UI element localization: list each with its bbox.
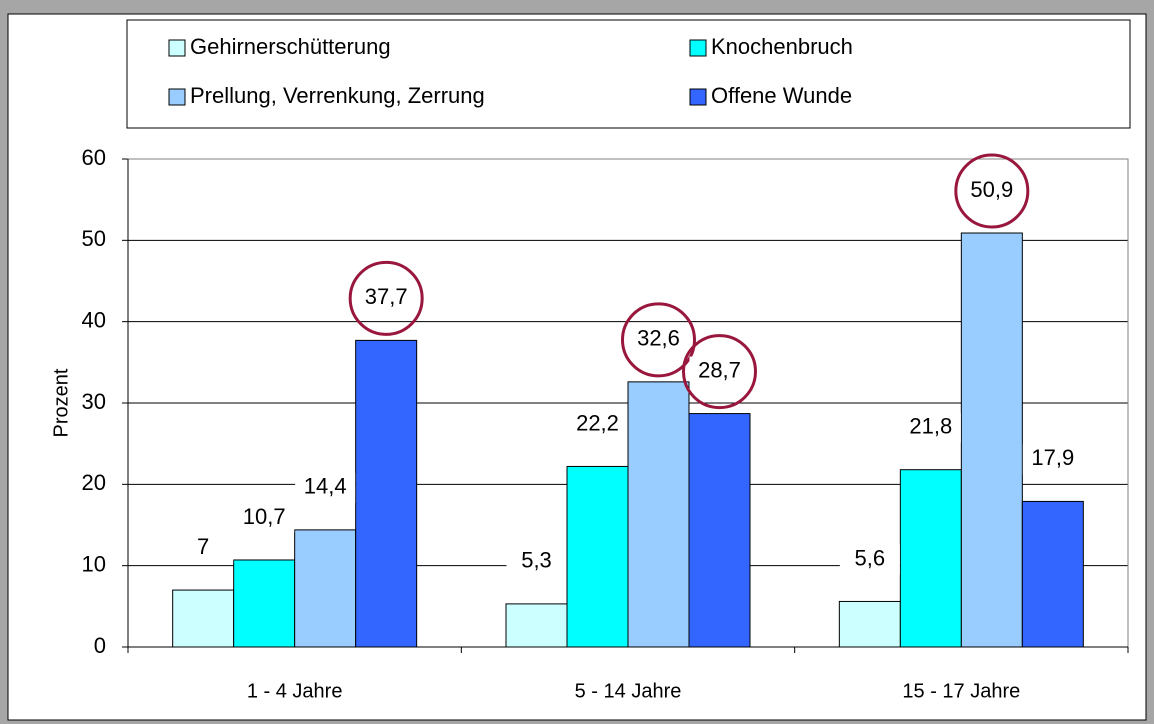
y-tick-label: 40 — [82, 307, 106, 332]
y-tick-label: 20 — [82, 470, 106, 495]
legend-swatch — [168, 88, 186, 106]
legend-swatch — [689, 39, 707, 57]
legend-label: Knochenbruch — [711, 34, 853, 59]
x-tick-label: 15 - 17 Jahre — [902, 680, 1020, 702]
x-tick-label: 1 - 4 Jahre — [247, 680, 343, 702]
y-tick-label: 10 — [82, 551, 106, 576]
legend-label: Prellung, Verrenkung, Zerrung — [190, 83, 485, 108]
legend — [126, 19, 1131, 129]
data-label-bg — [839, 544, 900, 575]
data-label: 22,2 — [576, 410, 619, 435]
legend-label: Offene Wunde — [711, 83, 852, 108]
legend-swatch — [168, 39, 186, 57]
data-label: 5,6 — [855, 545, 886, 570]
data-label-bg — [173, 533, 234, 564]
data-label: 7 — [197, 534, 209, 559]
y-tick-label: 60 — [82, 145, 106, 170]
highlight-circle — [682, 334, 757, 410]
bar — [899, 469, 962, 648]
data-label-bg — [295, 472, 356, 503]
data-label: 5,3 — [521, 548, 552, 573]
bar — [688, 413, 751, 648]
bar — [1021, 500, 1084, 648]
bar — [233, 559, 296, 648]
y-tick-label: 30 — [82, 389, 106, 414]
bar — [838, 600, 901, 648]
data-label-bg — [356, 283, 417, 314]
data-label: 21,8 — [909, 414, 952, 439]
data-label: 17,9 — [1031, 445, 1074, 470]
data-label: 28,7 — [698, 357, 741, 382]
bar — [960, 232, 1023, 648]
data-label: 14,4 — [304, 474, 347, 499]
data-label-bg — [961, 176, 1022, 207]
data-label: 50,9 — [970, 177, 1013, 202]
bar — [505, 603, 568, 648]
data-label-bg — [900, 412, 961, 443]
data-label: 37,7 — [365, 284, 408, 309]
highlight-circle — [954, 153, 1030, 229]
data-label-bg — [567, 409, 628, 440]
y-axis-title: Prozent — [50, 368, 72, 437]
data-label: 10,7 — [243, 504, 286, 529]
highlight-circle — [621, 302, 696, 378]
data-label-bg — [689, 356, 750, 387]
bar — [294, 529, 357, 648]
data-label-bg — [1022, 444, 1083, 475]
bar — [355, 339, 418, 648]
data-label-bg — [234, 502, 295, 533]
bar — [566, 465, 629, 648]
bar — [627, 381, 690, 648]
legend-swatch — [689, 88, 707, 106]
x-tick-label: 5 - 14 Jahre — [575, 680, 682, 702]
y-tick-label: 50 — [82, 226, 106, 251]
data-label-bg — [628, 324, 689, 355]
data-label-bg — [506, 546, 567, 577]
bar — [172, 589, 235, 648]
data-label: 32,6 — [637, 326, 680, 351]
y-tick-label: 0 — [94, 633, 106, 658]
legend-label: Gehirnerschütterung — [190, 34, 391, 59]
highlight-circle — [348, 260, 424, 336]
